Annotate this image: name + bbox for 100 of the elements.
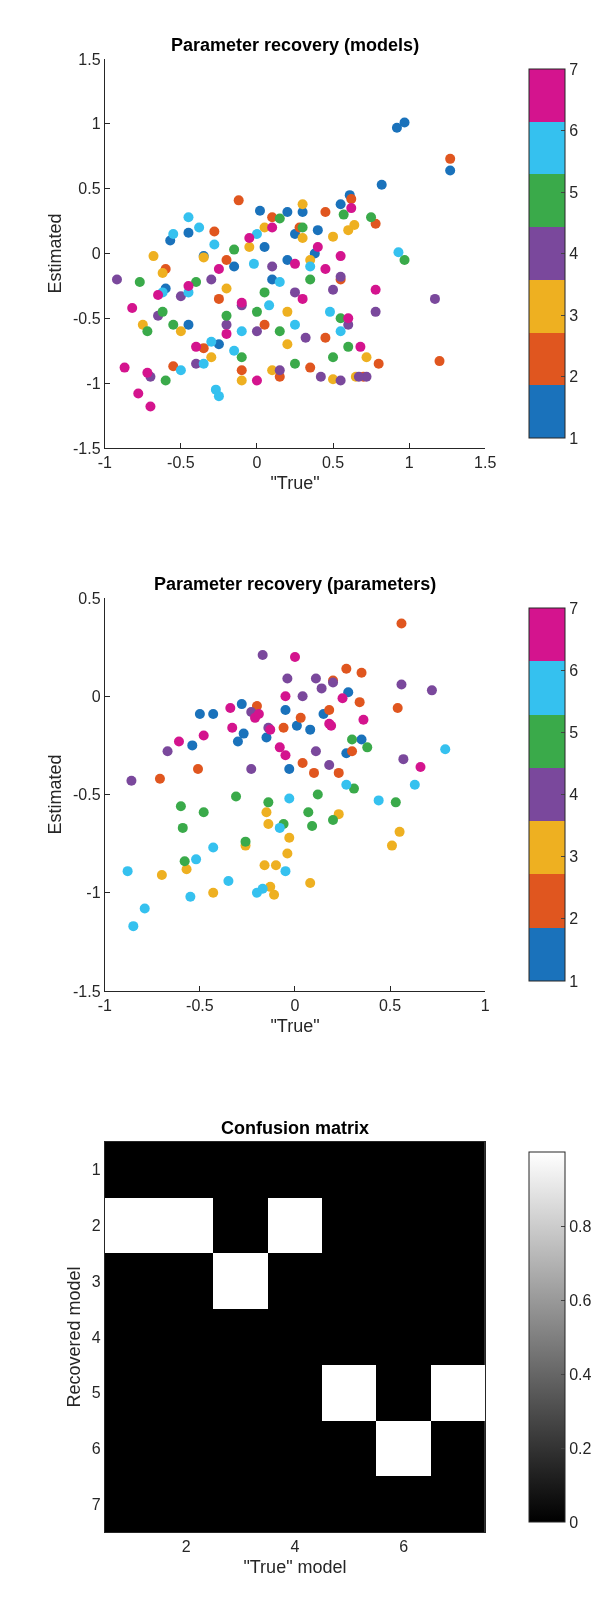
point <box>391 122 402 133</box>
point <box>153 289 164 300</box>
point <box>185 891 196 902</box>
point <box>316 683 327 694</box>
point <box>236 365 247 376</box>
point <box>282 339 293 350</box>
x-tick-label: 1 <box>404 454 414 472</box>
point <box>154 773 165 784</box>
y-tick-label: -1 <box>86 374 101 392</box>
point <box>122 866 133 877</box>
point <box>231 791 242 802</box>
point <box>221 319 232 330</box>
point <box>142 326 153 337</box>
color-bar-label: 1 <box>569 429 579 447</box>
point <box>173 736 184 747</box>
color-bar-label: 5 <box>569 723 579 741</box>
point <box>426 685 437 696</box>
x-tick-label: -0.5 <box>167 454 195 472</box>
point <box>267 222 278 233</box>
point <box>267 274 278 285</box>
point <box>139 903 150 914</box>
x-tick-label: 0 <box>252 454 262 472</box>
color-bar-label: 2 <box>569 368 579 386</box>
point <box>191 341 202 352</box>
color-bar-label: 5 <box>569 183 579 201</box>
point <box>278 722 289 733</box>
point <box>289 358 300 369</box>
point <box>142 367 153 378</box>
point <box>221 254 232 265</box>
y-tick-label: 1 <box>91 1161 101 1179</box>
point <box>393 247 404 258</box>
point <box>213 264 224 275</box>
point <box>303 807 314 818</box>
point <box>246 763 257 774</box>
color-bar-label: 0.8 <box>569 1217 592 1235</box>
point <box>194 708 205 719</box>
point <box>257 649 268 660</box>
point <box>343 225 354 236</box>
color-bar-label: 0.4 <box>569 1365 592 1383</box>
point <box>236 699 247 710</box>
point <box>324 760 335 771</box>
point <box>225 703 236 714</box>
color-bar-label: 0.6 <box>569 1291 592 1309</box>
point <box>315 371 326 382</box>
point <box>335 326 346 337</box>
point <box>297 232 308 243</box>
point <box>335 199 346 210</box>
y-tick-label: 0.5 <box>78 589 101 607</box>
point <box>191 854 202 865</box>
color-bar-label: 3 <box>569 306 579 324</box>
color-bar-label: 7 <box>569 60 579 78</box>
point <box>289 319 300 330</box>
x-tick-label: 2 <box>181 1538 191 1556</box>
point <box>213 339 224 350</box>
point <box>263 797 274 808</box>
point <box>284 763 295 774</box>
point <box>213 293 224 304</box>
point <box>168 361 179 372</box>
point <box>198 730 209 741</box>
point <box>392 703 403 714</box>
point <box>232 736 243 747</box>
point <box>128 921 139 932</box>
point <box>297 199 308 210</box>
point <box>187 740 198 751</box>
x-axis-title: "True" <box>270 1016 320 1037</box>
point <box>206 274 217 285</box>
point <box>390 797 401 808</box>
point <box>282 254 293 265</box>
point <box>175 326 186 337</box>
point <box>440 744 451 755</box>
y-tick-label: 1.5 <box>78 50 101 68</box>
point <box>280 691 291 702</box>
point <box>259 319 270 330</box>
point <box>309 767 320 778</box>
color-bar-label: 2 <box>569 910 579 928</box>
point <box>356 667 367 678</box>
point <box>179 856 190 867</box>
point <box>127 302 138 313</box>
point <box>274 326 285 337</box>
point <box>229 261 240 272</box>
y-tick-label: 1 <box>91 115 101 133</box>
point <box>328 352 339 363</box>
point <box>198 807 209 818</box>
point <box>376 179 387 190</box>
point <box>305 274 316 285</box>
y-tick-label: -1 <box>86 884 101 902</box>
y-tick-label: 5 <box>91 1384 101 1402</box>
point <box>396 618 407 629</box>
point <box>270 860 281 871</box>
y-tick-label: 3 <box>91 1272 101 1290</box>
chart-title: Parameter recovery (parameters) <box>154 574 437 594</box>
point <box>312 242 323 253</box>
point <box>236 352 247 363</box>
point <box>274 742 285 753</box>
point <box>269 889 280 900</box>
color-bar-label: 1 <box>569 972 579 990</box>
point <box>156 870 167 881</box>
point <box>300 332 311 343</box>
point <box>282 306 293 317</box>
point <box>253 708 264 719</box>
